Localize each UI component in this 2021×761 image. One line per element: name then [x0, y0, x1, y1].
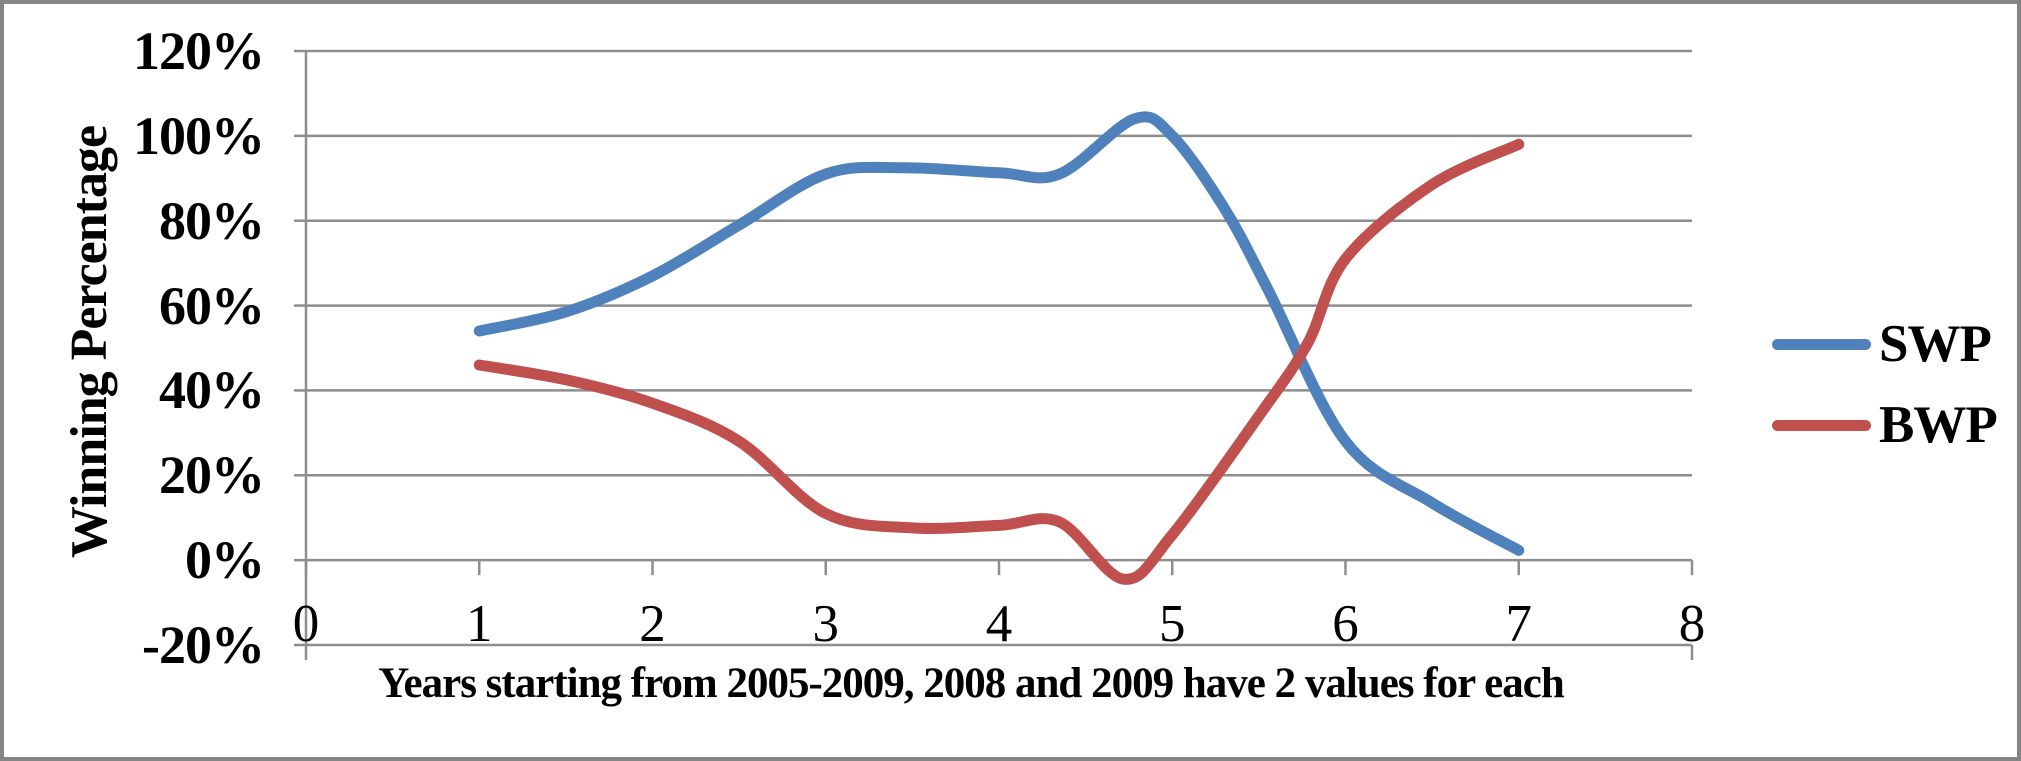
y-tick-label-80%: 80%	[159, 190, 265, 251]
x-axis-title: Years starting from 2005-2009, 2008 and …	[378, 660, 1565, 707]
x-tick-label-6: 6	[1332, 595, 1359, 653]
x-tick-label-0: 0	[292, 595, 320, 653]
legend-item-swp: SWP	[1772, 313, 1997, 375]
y-tick-label-20%: 20%	[159, 445, 265, 506]
x-tick-label-8: 8	[1678, 595, 1706, 653]
legend-label-swp: SWP	[1879, 314, 1992, 373]
y-tick-label-60%: 60%	[159, 275, 265, 336]
y-axis-title: Winning Percentage	[60, 125, 118, 559]
y-tick-label-120%: 120%	[133, 21, 265, 81]
x-tick-label-7: 7	[1505, 595, 1533, 653]
swp-line-swatch	[1772, 338, 1871, 350]
x-tick-label-2: 2	[639, 595, 666, 653]
x-tick-label-4: 4	[985, 595, 1013, 653]
y-tick-label--20%: -20%	[142, 615, 265, 675]
x-tick-label-1: 1	[466, 595, 493, 653]
legend-label-bwp: BWP	[1879, 395, 1998, 454]
y-tick-label-40%: 40%	[159, 360, 265, 421]
bwp-series-line	[473, 138, 1525, 585]
bwp-line-swatch	[1772, 419, 1871, 431]
x-tick-label-5: 5	[1159, 595, 1186, 653]
swp-series-line	[473, 111, 1525, 556]
line-chart: -20% 0% 20% 40% 60% 80% 100% 120% 0 1 2 3 4 5 6 7 8 Win…	[4, 4, 2017, 757]
y-tick-label-100%: 100%	[133, 105, 265, 166]
legend-item-bwp: BWP	[1772, 394, 1998, 456]
plot-area	[294, 49, 1694, 660]
x-tick-label-3: 3	[812, 595, 840, 653]
legend: SWP BWP	[1772, 313, 1998, 456]
y-tick-label-0%: 0%	[185, 530, 265, 591]
